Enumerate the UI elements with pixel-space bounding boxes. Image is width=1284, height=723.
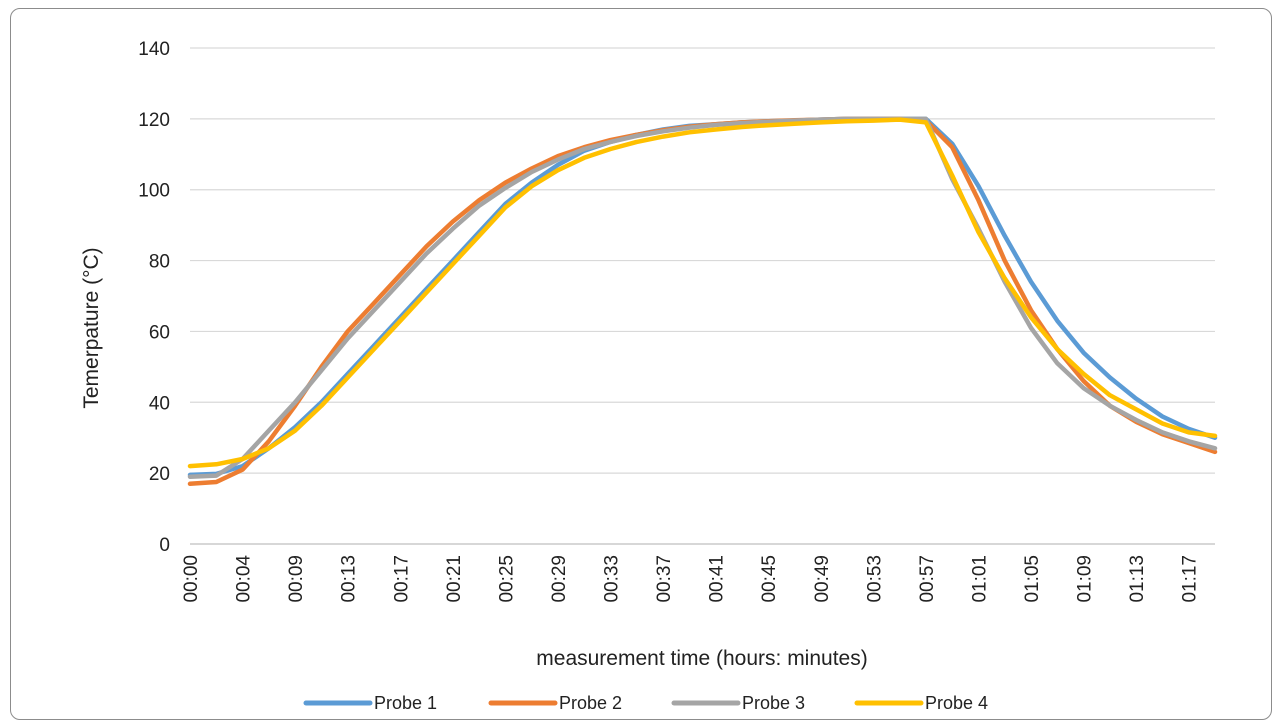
x-tick-label: 00:21	[444, 555, 465, 603]
x-tick-label: 00:04	[234, 555, 255, 603]
y-tick-labels: 0 20 40 60 80 100 120 140	[138, 39, 170, 556]
x-tick-label: 00:29	[549, 555, 570, 603]
y-tick-label: 40	[149, 393, 170, 414]
x-tick-label: 00:57	[917, 555, 938, 603]
x-tick-label: 00:45	[759, 555, 780, 603]
x-tick-label: 01:17	[1180, 555, 1201, 603]
x-tick-labels: 00:00 00:04 00:09 00:13 00:17 00:21 00:25 00:29…	[181, 555, 1201, 603]
series-line-probe-3	[187, 116, 1218, 479]
legend-label: Probe 2	[559, 693, 622, 713]
x-tick-label: 01:05	[1022, 555, 1043, 603]
series-line-probe-1	[187, 116, 1218, 478]
y-tick-label: 120	[138, 110, 170, 131]
x-tick-label: 00:17	[391, 555, 412, 603]
y-tick-label: 80	[149, 252, 170, 273]
y-tick-label: 60	[149, 322, 170, 343]
legend-label: Probe 1	[374, 693, 437, 713]
gridlines	[190, 47, 1215, 545]
y-axis-title: Temerpature (°C)	[80, 247, 103, 408]
x-tick-label: 00:37	[654, 555, 675, 603]
x-tick-label: 00:33	[602, 555, 623, 603]
y-tick-label: 140	[138, 39, 170, 60]
series-line-probe-2	[187, 116, 1218, 487]
legend-label: Probe 3	[742, 693, 805, 713]
y-tick-label: 0	[159, 535, 170, 556]
x-tick-label: 00:53	[864, 555, 885, 603]
x-tick-label: 00:25	[496, 555, 517, 603]
x-tick-label: 01:01	[969, 555, 990, 603]
x-tick-label: 00:41	[707, 555, 728, 603]
chart-frame	[10, 8, 1272, 720]
legend-label: Probe 4	[925, 693, 988, 713]
x-axis-title: measurement time (hours: minutes)	[536, 647, 867, 670]
x-tick-label: 00:49	[812, 555, 833, 603]
y-tick-label: 20	[149, 464, 170, 485]
series-line-probe-4	[187, 117, 1218, 469]
legend: Probe 1 Probe 2 Probe 3 Probe 4	[303, 693, 988, 713]
x-tick-label: 00:13	[339, 555, 360, 603]
x-tick-label: 01:13	[1127, 555, 1148, 603]
series-lines	[187, 116, 1218, 487]
y-tick-label: 100	[138, 181, 170, 202]
x-tick-label: 00:00	[181, 555, 202, 603]
x-tick-label: 00:09	[286, 555, 307, 603]
x-tick-label: 01:09	[1075, 555, 1096, 603]
